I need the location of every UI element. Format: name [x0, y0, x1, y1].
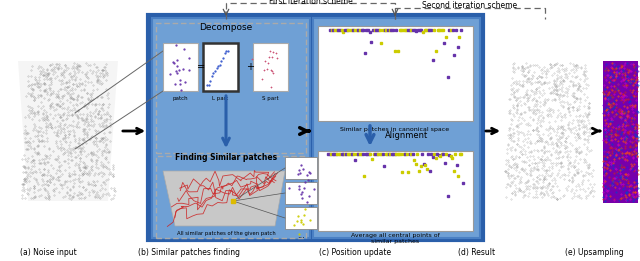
Text: (c) Position update: (c) Position update — [319, 248, 391, 257]
Text: Alignment: Alignment — [385, 132, 428, 140]
Bar — [163, 43, 198, 91]
Text: Finding Similar patches: Finding Similar patches — [175, 152, 277, 162]
Text: Average all central points of
similar patches: Average all central points of similar pa… — [351, 233, 440, 244]
Text: L part: L part — [212, 96, 228, 101]
Text: S part: S part — [262, 96, 278, 101]
Text: Second iteration scheme: Second iteration scheme — [422, 2, 518, 10]
Text: +: + — [246, 62, 254, 72]
Text: ...: ... — [297, 232, 305, 240]
Bar — [152, 18, 310, 238]
Bar — [285, 157, 317, 179]
Bar — [156, 23, 306, 153]
Polygon shape — [163, 171, 285, 226]
Text: (b) Similar patches finding: (b) Similar patches finding — [138, 248, 240, 257]
Text: First iteration scheme: First iteration scheme — [269, 0, 353, 5]
Text: Decompose: Decompose — [200, 23, 253, 33]
Text: (e) Upsampling: (e) Upsampling — [564, 248, 623, 257]
Polygon shape — [603, 61, 638, 203]
Bar — [156, 156, 306, 238]
Text: =: = — [197, 62, 205, 72]
Bar — [253, 43, 288, 91]
Text: All similar patches of the given patch: All similar patches of the given patch — [177, 232, 275, 236]
Text: patch: patch — [172, 96, 188, 101]
Bar — [148, 15, 483, 240]
Bar — [203, 43, 238, 91]
Bar — [285, 207, 317, 229]
Text: Similar patches in canonical space: Similar patches in canonical space — [340, 127, 449, 132]
Bar — [313, 18, 480, 238]
Polygon shape — [18, 61, 118, 201]
Bar — [318, 26, 473, 121]
Bar — [318, 151, 473, 231]
Text: (a) Noise input: (a) Noise input — [20, 248, 76, 257]
Text: (d) Result: (d) Result — [458, 248, 495, 257]
Bar — [285, 182, 317, 204]
